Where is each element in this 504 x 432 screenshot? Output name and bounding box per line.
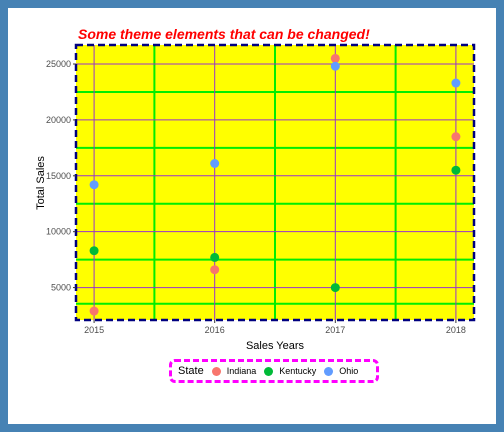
point-ohio: [89, 180, 99, 190]
legend-key-indiana: [211, 366, 221, 376]
point-kentucky: [89, 246, 99, 256]
legend-label-kentucky: Kentucky: [279, 366, 317, 376]
point-indiana: [210, 265, 220, 275]
y-axis-title: Total Sales: [35, 156, 47, 210]
point-kentucky: [330, 283, 340, 293]
minor-grid: [76, 45, 474, 320]
panel-border: [74, 43, 476, 322]
y-axis-ticks: 5000 10000 15000 20000 25000: [46, 59, 76, 293]
y-tick-label: 25000: [46, 59, 71, 69]
data-points: [89, 53, 461, 316]
legend-label-ohio: Ohio: [339, 366, 359, 376]
legend-key-kentucky: [264, 366, 274, 376]
point-ohio: [451, 78, 461, 88]
legend-item-kentucky: Kentucky: [264, 366, 316, 376]
legend-title: State: [178, 365, 204, 377]
point-indiana: [330, 53, 340, 63]
y-tick-label: 20000: [46, 115, 71, 125]
point-kentucky: [210, 252, 220, 262]
y-tick-label: 5000: [51, 283, 71, 293]
legend-key-ohio: [324, 366, 334, 376]
y-tick-label: 15000: [46, 171, 71, 181]
y-tick-label: 10000: [46, 227, 71, 237]
point-ohio: [210, 158, 220, 168]
point-indiana: [89, 306, 99, 316]
x-tick-label: 2015: [84, 325, 104, 335]
legend-item-indiana: Indiana: [211, 366, 257, 376]
point-kentucky: [451, 165, 461, 175]
chart-title: Some theme elements that can be changed!: [78, 26, 370, 42]
legend-label-indiana: Indiana: [226, 366, 257, 376]
x-axis-title: Sales Years: [246, 340, 305, 352]
legend: State Indiana Kentucky Ohio: [169, 359, 379, 383]
point-ohio: [330, 61, 340, 71]
x-tick-label: 2016: [205, 325, 225, 335]
legend-item-ohio: Ohio: [324, 366, 358, 376]
x-tick-label: 2018: [446, 325, 466, 335]
point-indiana: [451, 132, 461, 142]
x-axis-ticks: 2015 2016 2017 2018: [84, 320, 466, 335]
x-tick-label: 2017: [325, 325, 345, 335]
